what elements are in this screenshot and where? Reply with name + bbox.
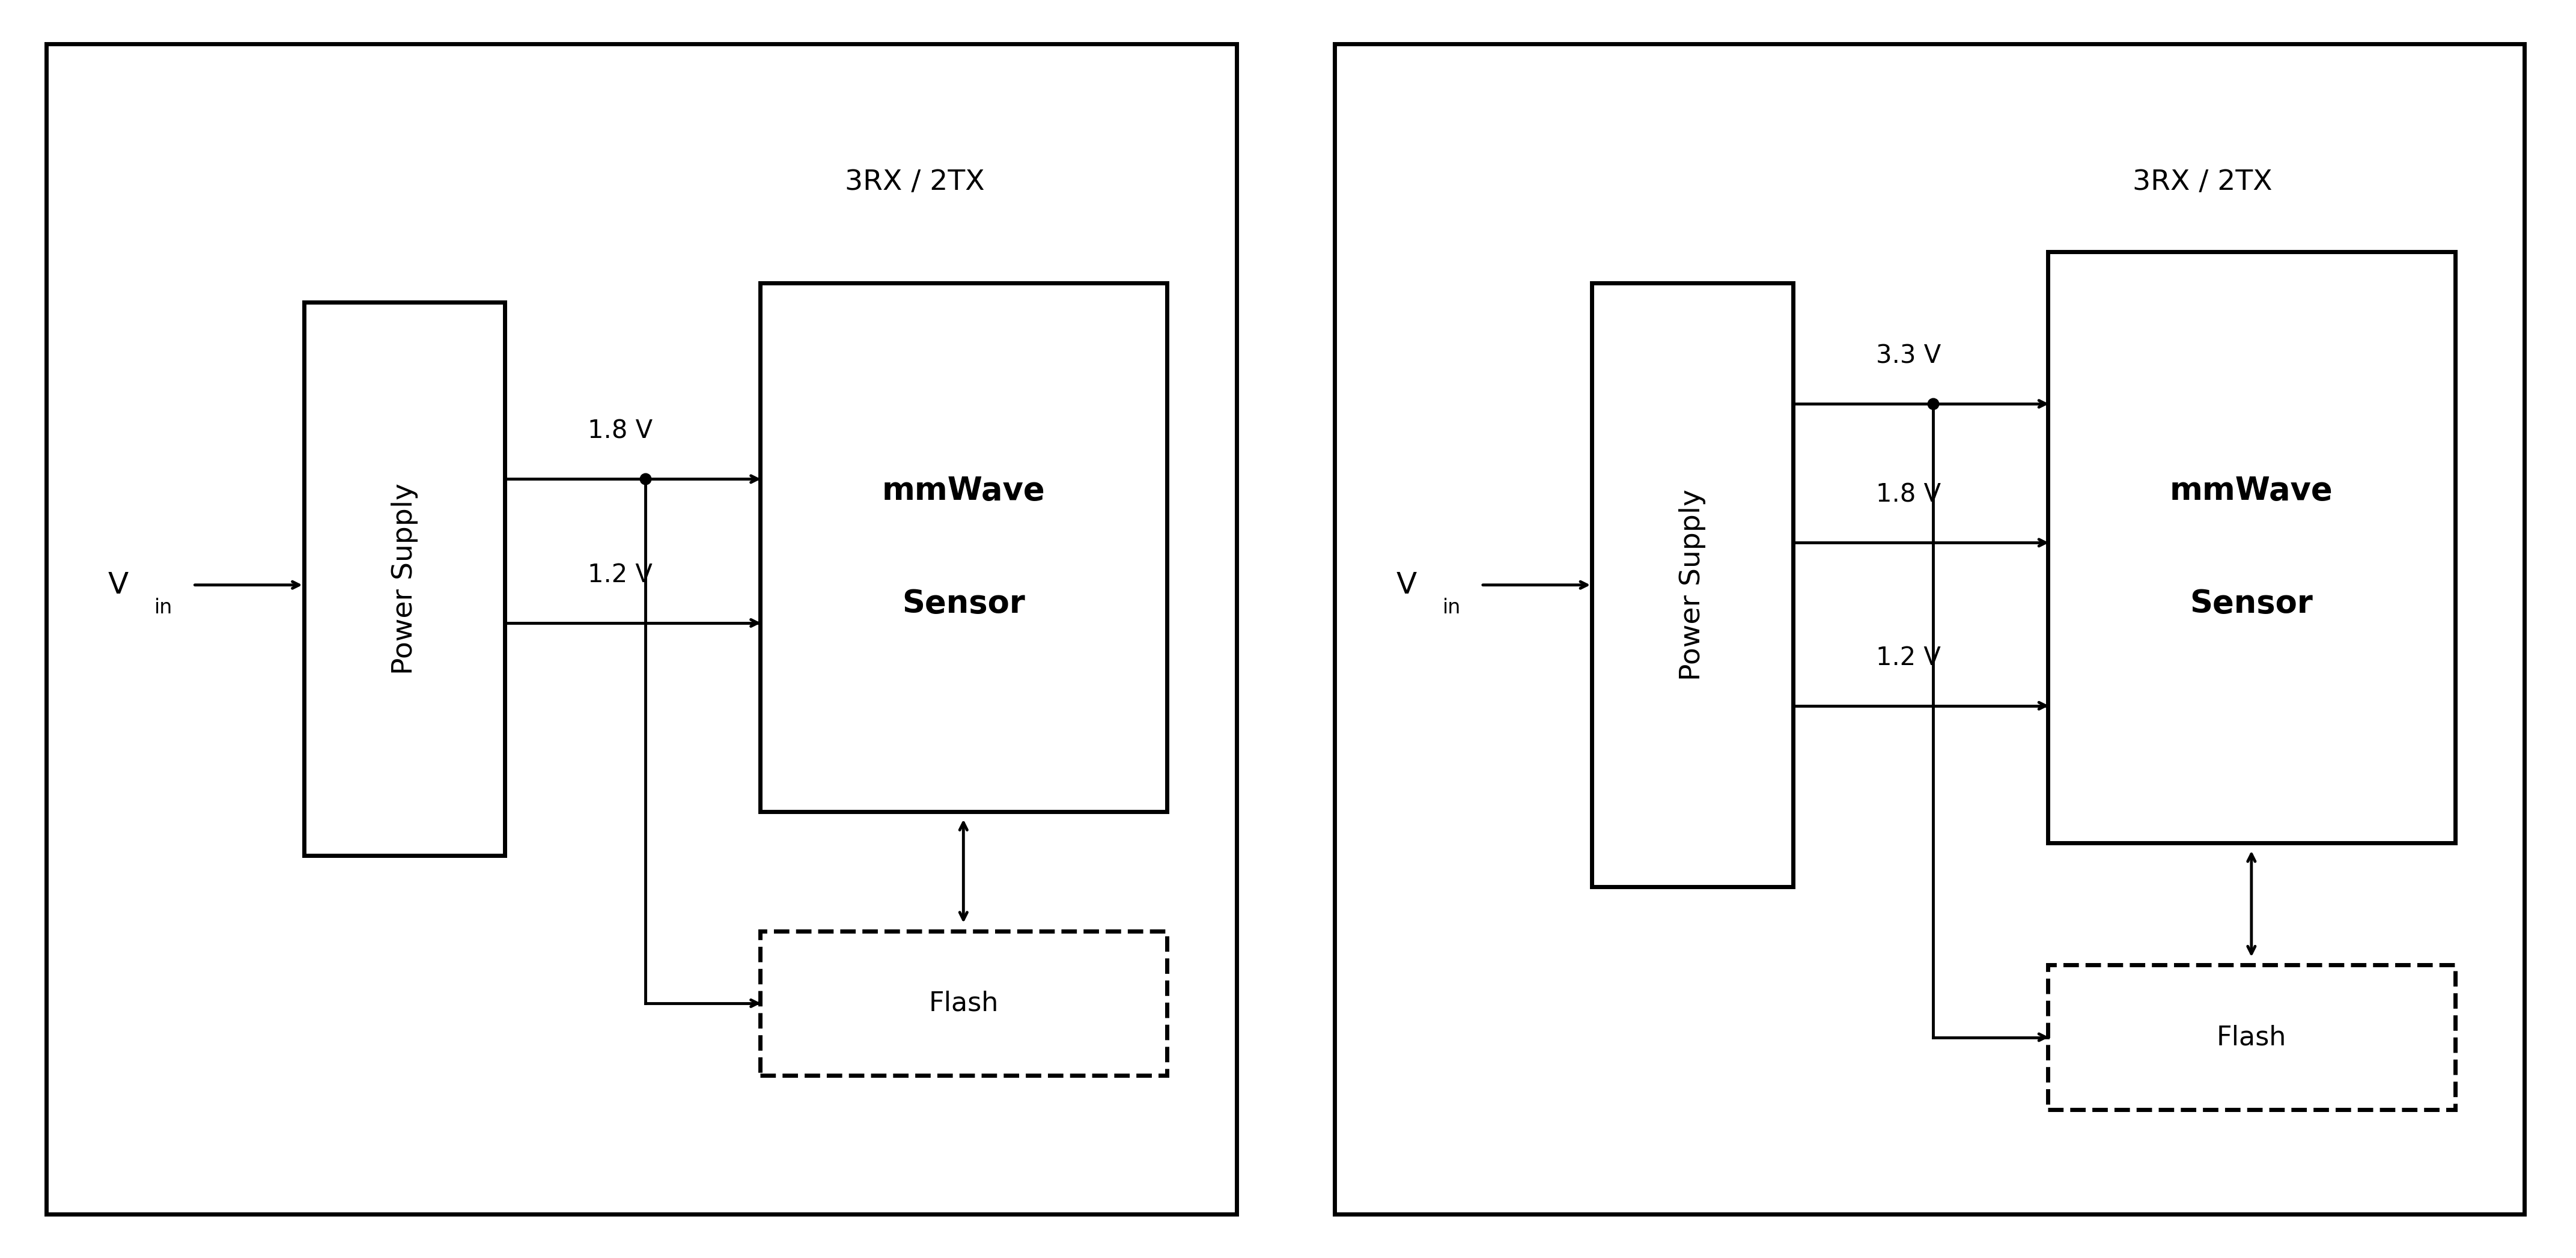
Bar <box>1334 44 2524 1214</box>
Text: Power Supply: Power Supply <box>392 483 417 674</box>
Text: in: in <box>155 598 173 618</box>
Text: Sensor: Sensor <box>902 589 1025 619</box>
Text: Flash: Flash <box>2215 1024 2287 1050</box>
Text: in: in <box>1443 598 1461 618</box>
Text: 1.2 V: 1.2 V <box>587 562 652 587</box>
Bar <box>2048 965 2455 1110</box>
Text: 3RX / 2TX: 3RX / 2TX <box>2133 169 2272 196</box>
Bar <box>46 44 1236 1214</box>
Text: mmWave: mmWave <box>2169 476 2334 506</box>
Text: 1.8 V: 1.8 V <box>1875 482 1940 507</box>
Point <box>1911 394 1953 414</box>
Text: V: V <box>1396 571 1417 599</box>
Text: 1.2 V: 1.2 V <box>1875 645 1940 671</box>
Text: 3.3 V: 3.3 V <box>1875 343 1940 369</box>
Bar <box>760 931 1167 1076</box>
Bar <box>304 302 505 855</box>
Text: Flash: Flash <box>927 990 999 1016</box>
Bar <box>760 283 1167 811</box>
Point <box>623 469 665 489</box>
Text: V: V <box>108 571 129 599</box>
Text: mmWave: mmWave <box>881 476 1046 506</box>
Text: 3RX / 2TX: 3RX / 2TX <box>845 169 984 196</box>
Text: Power Supply: Power Supply <box>1680 489 1705 681</box>
Bar <box>2048 252 2455 843</box>
Bar <box>1592 283 1793 887</box>
Text: Sensor: Sensor <box>2190 589 2313 619</box>
Text: 1.8 V: 1.8 V <box>587 419 652 444</box>
